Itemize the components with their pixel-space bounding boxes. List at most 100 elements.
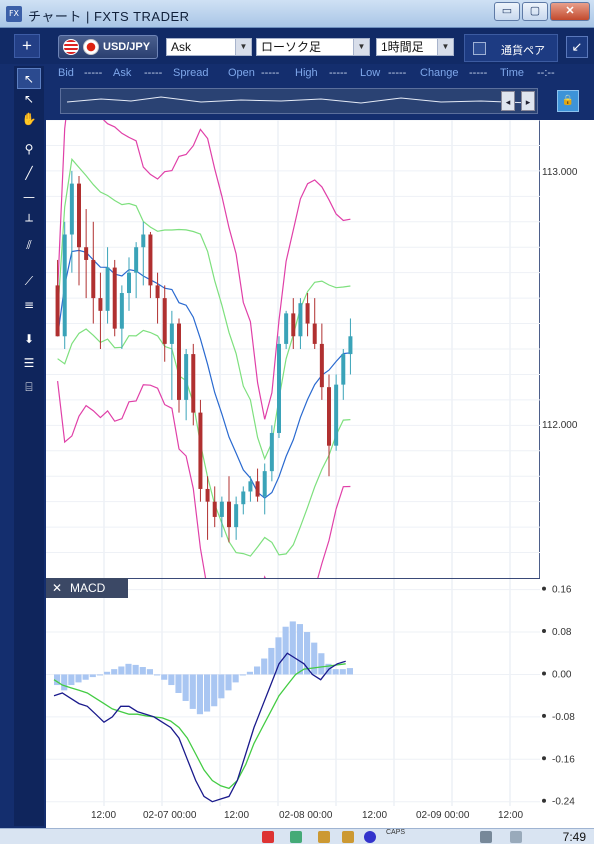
macd-histogram-bar [261, 658, 268, 675]
currency-pair-button[interactable]: USD/JPY [58, 35, 158, 59]
macd-histogram-bar [61, 674, 68, 691]
pointer-icon[interactable]: ↖ [17, 68, 41, 89]
macd-histogram-bar [132, 664, 139, 675]
candle-body [134, 247, 139, 273]
price-type-select[interactable]: Ask ▼ [166, 38, 252, 56]
macd-tab: ✕ MACD [46, 578, 128, 598]
candle-body [305, 303, 310, 324]
macd-histogram-bar [275, 637, 282, 675]
chart-type-value: ローソク足 [261, 40, 322, 54]
time-tick: 12:00 [362, 810, 388, 821]
candle-body [348, 336, 353, 355]
bid-label: Bid [58, 67, 74, 79]
candle-body [241, 491, 246, 505]
candle-body [169, 323, 174, 344]
macd-histogram-bar [232, 674, 239, 683]
chart-type-select[interactable]: ローソク足 ▼ [256, 38, 370, 56]
macd-histogram-bar [332, 669, 339, 675]
lock-icon[interactable]: 🔒 [557, 90, 579, 112]
macd-histogram-bar [254, 666, 261, 675]
title-bar[interactable]: FX チャート | FXTS TRADER ▭ ▢ ✕ [0, 0, 594, 28]
macd-signal-line [53, 663, 346, 790]
macd-histogram-bar [75, 674, 82, 683]
download-icon[interactable]: ⬇ [23, 332, 35, 346]
volume-icon[interactable] [510, 831, 522, 843]
time-tick: 02-07 00:00 [143, 810, 197, 821]
folder-icon[interactable] [318, 831, 330, 843]
macd-panel[interactable] [46, 578, 540, 807]
currency-panel-checkbox[interactable] [473, 42, 486, 55]
macd-line [53, 652, 346, 803]
high-label: High [295, 67, 318, 79]
macd-histogram-bar [239, 674, 246, 676]
crosshair-pointer-icon[interactable]: ↖ [23, 92, 35, 106]
timeframe-select[interactable]: 1時間足 ▼ [376, 38, 454, 56]
macd-histogram-bar [311, 642, 318, 675]
macd-histogram-bar [211, 674, 218, 707]
overview-nav-right[interactable]: ▸ [521, 91, 535, 111]
parallel-lines-icon[interactable]: ⫽ [26, 238, 32, 252]
maximize-button[interactable]: ▢ [522, 2, 548, 21]
network-icon[interactable] [290, 831, 302, 843]
fan-icon[interactable]: ⟋ [24, 274, 34, 288]
monitor-icon[interactable] [480, 831, 492, 843]
candle-body [277, 343, 281, 433]
macd-histogram-bar [146, 669, 153, 675]
ask-value: ----- [144, 67, 163, 79]
help-icon[interactable] [364, 831, 376, 843]
caps-indicator: CAPS [386, 829, 406, 836]
macd-histogram-bar [318, 653, 325, 675]
macd-histogram-bar [204, 674, 211, 712]
hand-icon[interactable]: ✋ [21, 112, 37, 126]
macd-histogram-bar [196, 674, 203, 715]
candle-body [234, 504, 239, 528]
folder-icon[interactable] [342, 831, 354, 843]
price-chart[interactable] [46, 120, 540, 578]
new-chart-button[interactable]: + [14, 34, 40, 58]
currency-pair-panel[interactable]: 通貨ペア [464, 34, 558, 62]
candle-body [319, 343, 324, 388]
candle-body [119, 293, 124, 329]
candle-body [127, 272, 131, 294]
change-label: Change [420, 67, 459, 79]
macd-tick-label: 0.00 [552, 669, 572, 680]
candle-body [262, 471, 267, 497]
minimize-button[interactable]: ▭ [494, 2, 520, 21]
pin-icon[interactable]: ⚲ [24, 142, 34, 156]
candle-body [98, 298, 103, 311]
macd-histogram-bar [68, 674, 75, 686]
macd-histogram-bar [296, 624, 303, 675]
candle-body [69, 183, 74, 235]
popout-icon[interactable]: ↙ [566, 36, 588, 58]
candle-body [77, 183, 81, 248]
close-button[interactable]: ✕ [550, 2, 590, 21]
macd-histogram-bar [161, 674, 168, 680]
windows-taskbar: CAPS 7:49 [0, 828, 594, 844]
candle-body [298, 303, 303, 337]
price-tick-113: 113.000 [542, 167, 578, 178]
candle-body [269, 432, 274, 472]
alert-icon[interactable] [262, 831, 274, 843]
candle-body [291, 313, 296, 337]
candle-body [155, 285, 160, 299]
vertical-line-icon[interactable]: ┴ [25, 214, 33, 228]
spread-label: Spread [173, 67, 209, 79]
macd-histogram-bar [154, 674, 161, 676]
list-icon[interactable]: ☰ [23, 356, 35, 370]
candle-body [191, 354, 196, 413]
clock: 7:49 [562, 830, 586, 844]
overview-scrollbar[interactable]: ◂ ▸ [60, 88, 538, 114]
low-label: Low [360, 67, 381, 79]
macd-plot [46, 579, 540, 807]
horizontal-line-icon[interactable]: — [23, 190, 35, 204]
fibonacci-icon[interactable]: ≡ [23, 298, 35, 312]
timeframe-value: 1時間足 [381, 40, 424, 54]
trendline-icon[interactable]: ╱ [25, 166, 33, 180]
candle-body [255, 481, 260, 497]
close-indicator-icon[interactable]: ✕ [51, 581, 63, 595]
overview-nav-left[interactable]: ◂ [501, 91, 515, 111]
candle-body [227, 501, 231, 528]
currency-pair-label: USD/JPY [103, 41, 151, 53]
chevron-down-icon: ▼ [437, 39, 453, 55]
camera-icon[interactable]: ⌸ [25, 380, 33, 394]
